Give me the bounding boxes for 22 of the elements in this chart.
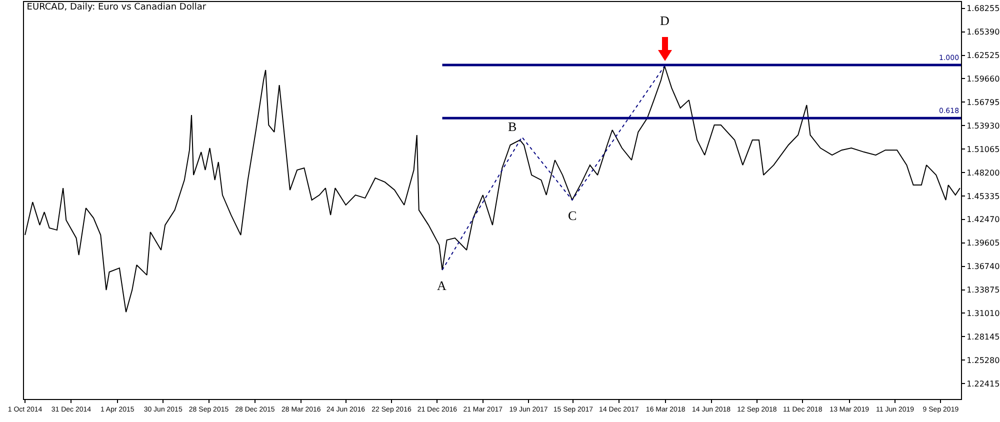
y-tick-label: 1.25280	[966, 356, 1000, 365]
annotation: B	[508, 119, 517, 134]
annotation: A	[437, 278, 447, 293]
y-tick-label: 1.45335	[966, 192, 1000, 201]
y-tick-label: 1.42470	[966, 215, 1000, 224]
y-tick-label: 1.39605	[966, 238, 1000, 248]
y-tick-label: 1.62525	[966, 51, 1000, 60]
y-tick-label: 1.28145	[966, 332, 1000, 342]
y-tick-label: 1.56795	[966, 98, 1000, 107]
chart-title: EURCAD, Daily: Euro vs Canadian Dollar	[26, 2, 206, 13]
y-tick-label: 1.33875	[966, 286, 1000, 295]
y-tick-label: 1.22415	[966, 379, 1000, 388]
y-tick-label: 1.53930	[966, 121, 1000, 130]
annotation: C	[568, 208, 577, 223]
y-tick-label: 1.51065	[966, 144, 1000, 154]
y-tick-label: 1.48200	[966, 168, 1000, 178]
y-tick-label: 1.59660	[966, 74, 1000, 84]
y-tick-label: 1.68255	[966, 4, 1000, 14]
y-tick-label: 1.65390	[966, 28, 1000, 37]
annotation: D	[660, 13, 670, 28]
y-tick-label: 1.31010	[966, 309, 1000, 318]
y-tick-label: 1.36740	[966, 262, 1000, 272]
